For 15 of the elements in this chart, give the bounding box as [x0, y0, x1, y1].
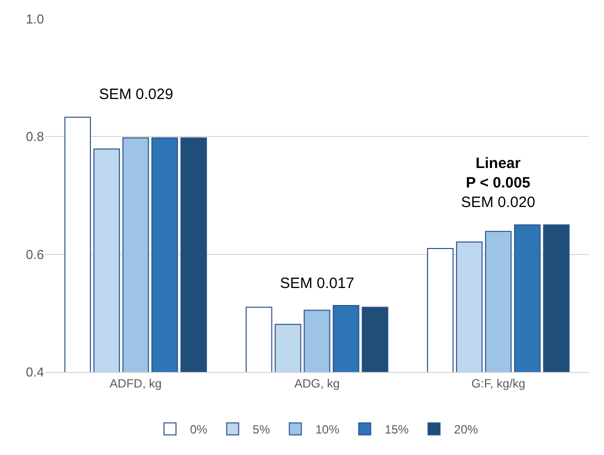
legend-label: 5%: [252, 422, 270, 437]
legend-label: 20%: [454, 422, 478, 437]
annotation: SEM 0.029: [99, 86, 174, 103]
x-tick-label: ADFD, kg: [110, 376, 162, 390]
y-tick-label: 0.8: [26, 129, 44, 144]
y-tick-label: 0.6: [26, 246, 44, 262]
legend-label: 0%: [190, 422, 208, 437]
legend-label: 10%: [315, 422, 340, 437]
x-tick-label: G:F, kg/kg: [471, 376, 526, 390]
legend-label: 15%: [384, 422, 410, 437]
y-tick-label: 1.0: [26, 12, 44, 27]
y-tick-label: 0.4: [26, 364, 44, 380]
annotation: Linear P < 0.005 SEM 0.020: [461, 155, 536, 211]
annotation: SEM 0.017: [280, 275, 354, 292]
x-tick-label: ADG, kg: [294, 376, 340, 390]
